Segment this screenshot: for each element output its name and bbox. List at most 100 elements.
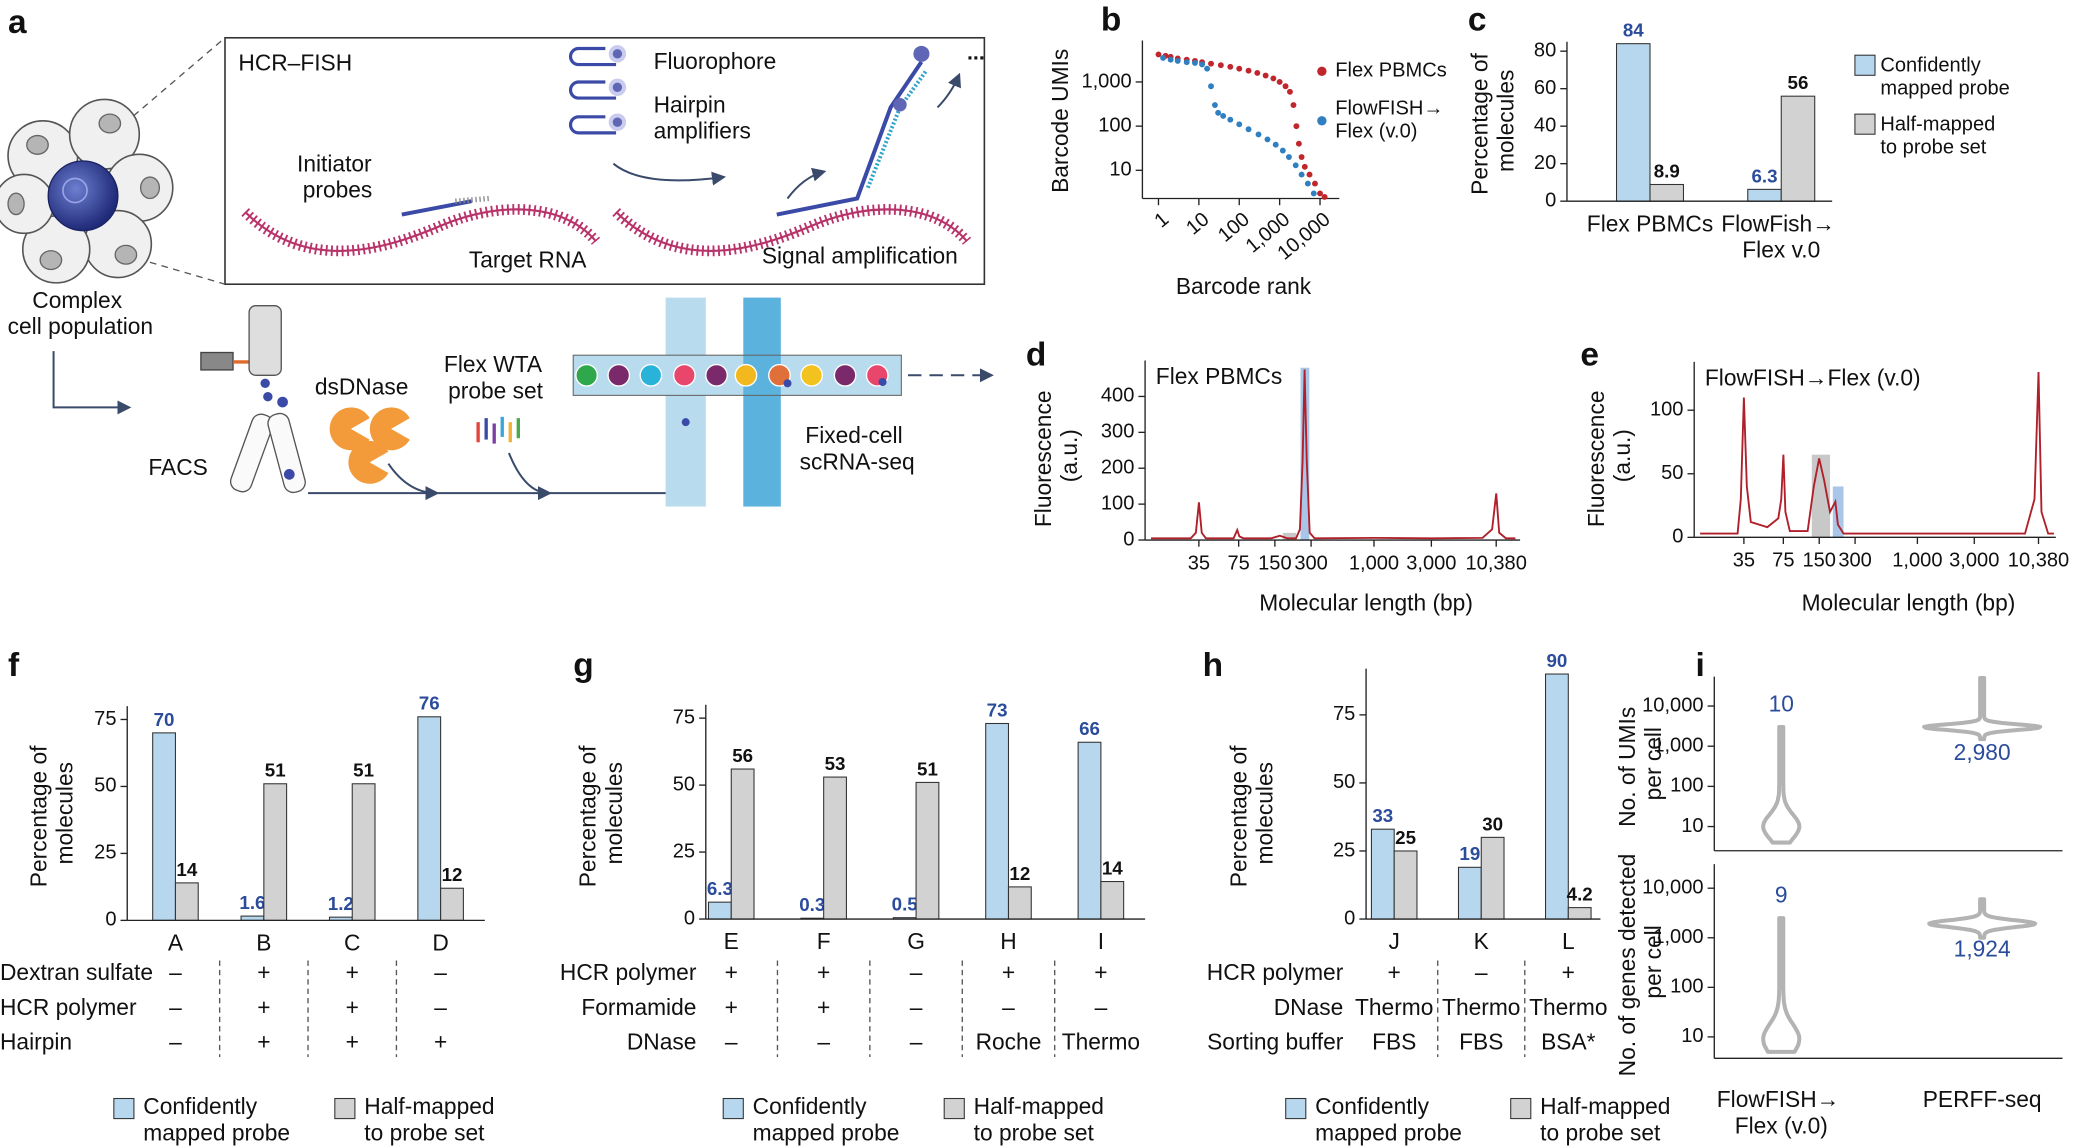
x-tick-label: I [1098, 928, 1104, 954]
condition-value: + [1002, 959, 1015, 985]
legend-swatch [113, 1097, 135, 1120]
condition-name: HCR polymer [0, 994, 137, 1020]
point [1270, 75, 1277, 82]
violin [1922, 675, 2043, 742]
legend-label: Confidently mapped probe [753, 1093, 900, 1145]
condition-value: + [1562, 959, 1575, 985]
text-line: mapped probe [1880, 78, 2010, 100]
point [1292, 162, 1299, 169]
condition-value: – [817, 1029, 830, 1055]
panel-letter: f [8, 647, 20, 684]
condition-name: Hairpin [0, 1029, 72, 1055]
x-tick-label: 10,380 [1465, 552, 1526, 574]
panel-a-diagram-part [569, 46, 617, 135]
panel-letter: g [573, 647, 593, 684]
point [1310, 190, 1317, 197]
legend-marker [1317, 116, 1327, 126]
bar [1544, 673, 1569, 920]
text-line: mapped probe [143, 1119, 290, 1145]
diagram-label: Hairpin amplifiers [654, 91, 751, 143]
bar-value-label: 25 [1395, 827, 1416, 848]
panel-a-diagram-part-part [267, 412, 306, 494]
bar-value-label: 56 [1788, 72, 1809, 93]
bar [1100, 880, 1125, 920]
point [1208, 60, 1214, 67]
x-axis-label: Molecular length (bp) [1802, 589, 2016, 615]
condition-value: – [169, 1029, 182, 1055]
point [1236, 65, 1243, 72]
diagram-label: Complex cell population [8, 287, 153, 339]
bar-value-label: 1.2 [328, 893, 354, 914]
panel-a-diagram-part [248, 304, 282, 376]
y-tick-label: 1,000 [1653, 926, 1703, 948]
x-tick-label: 75 [1228, 552, 1250, 574]
point [1306, 171, 1313, 178]
panel-a-diagram-part-part [369, 407, 410, 451]
trace [1150, 369, 1516, 540]
text-line: Half-mapped [974, 1093, 1111, 1119]
x-tick-label: B [256, 929, 271, 955]
median-label: 1,924 [1954, 935, 2011, 961]
panel-a-diagram-part [878, 377, 887, 386]
x-tick-label: 10 [1182, 208, 1213, 239]
condition-name: Sorting buffer [1207, 1029, 1344, 1055]
diagram-label: Fixed-cell scRNA-seq [800, 422, 915, 474]
condition-value: Roche [976, 1029, 1042, 1055]
text-line: probe set [448, 377, 544, 403]
panel-a-diagram-part-part [575, 363, 598, 387]
condition-value: + [725, 994, 738, 1020]
panel-letter: e [1580, 336, 1599, 373]
panel-a-diagram-part [615, 208, 968, 252]
x-tick-label: 3,000 [1406, 552, 1456, 574]
diagram-label: FACS [148, 454, 207, 480]
panel-a-diagram-part [776, 60, 924, 217]
y-tick-label: 60 [1534, 77, 1556, 99]
y-tick-label: 100 [1101, 492, 1135, 514]
bar-value-label: 0.3 [799, 894, 825, 915]
point [1264, 136, 1271, 143]
violin [1761, 724, 1802, 845]
text-line: FlowFISH→ [1335, 98, 1449, 120]
legend-label: FlowFISH→ Flex (v.0) [1335, 98, 1449, 143]
condition-value: + [1388, 959, 1401, 985]
text-line: mapped probe [753, 1119, 900, 1145]
text-line: FlowFISH→ [1717, 1086, 1846, 1112]
y-tick-label: 20 [1534, 152, 1556, 174]
panel-a-diagram-part [913, 45, 930, 62]
x-tick-label: 3,000 [1949, 550, 1999, 572]
text-line: molecules [1493, 70, 1519, 172]
condition-value: – [910, 994, 923, 1020]
y-tick-label: 100 [1650, 399, 1684, 421]
y-tick-label: 25 [673, 840, 695, 862]
point [1254, 70, 1261, 76]
text-line: Confidently [753, 1093, 873, 1119]
x-axis-label: Barcode rank [1176, 273, 1312, 299]
y-tick-label: 0 [1344, 907, 1355, 929]
panel-a-diagram-part-part [139, 176, 161, 200]
point [1174, 57, 1181, 64]
panel-a-diagram-part-part [672, 363, 696, 387]
bar-value-label: 14 [176, 859, 197, 880]
text-line: Flex WTA [444, 351, 547, 377]
point [1282, 83, 1289, 90]
diagram-label: Flex WTA probe set [444, 351, 547, 403]
panel-a-diagram-part-part [608, 113, 627, 131]
condition-value: – [434, 994, 447, 1020]
y-tick-label: 50 [1333, 771, 1355, 793]
x-tick-label: Flex PBMCs [1587, 210, 1713, 236]
x-tick-label: 1 [1150, 208, 1173, 232]
y-tick-label: 0 [1545, 189, 1556, 211]
panel-a-diagram-part [283, 469, 295, 480]
y-tick-label: 400 [1101, 385, 1135, 407]
bar [1649, 183, 1685, 202]
panel-a-diagram-part [52, 351, 132, 415]
point [1255, 131, 1262, 138]
x-tick-label: G [907, 928, 925, 954]
bar-value-label: 0.5 [892, 894, 918, 915]
panel-a-diagram-part [455, 195, 490, 204]
y-tick-label: 50 [1661, 462, 1683, 484]
panel-letter: d [1026, 336, 1046, 373]
panel-a-diagram-part [786, 167, 827, 200]
text-line: Fixed-cell [805, 422, 909, 448]
diagram-label: dsDNase [315, 374, 409, 400]
